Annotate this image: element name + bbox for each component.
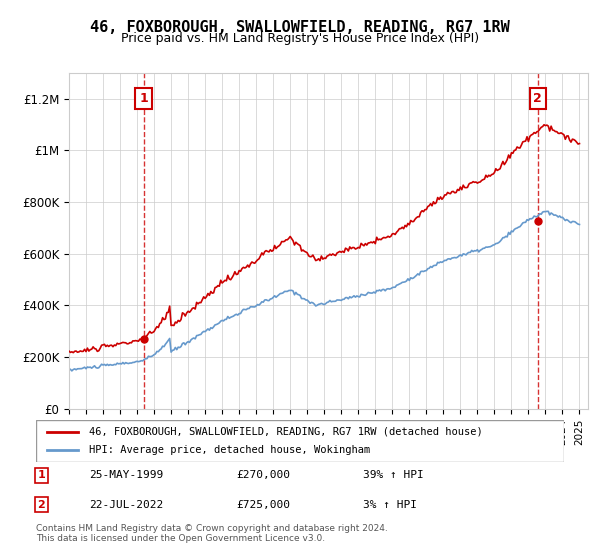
Text: 46, FOXBOROUGH, SWALLOWFIELD, READING, RG7 1RW: 46, FOXBOROUGH, SWALLOWFIELD, READING, R… (90, 20, 510, 35)
Text: Price paid vs. HM Land Registry's House Price Index (HPI): Price paid vs. HM Land Registry's House … (121, 32, 479, 45)
Text: 1: 1 (37, 470, 45, 480)
Text: 2: 2 (533, 92, 542, 105)
Text: 39% ↑ HPI: 39% ↑ HPI (364, 470, 424, 480)
Text: Contains HM Land Registry data © Crown copyright and database right 2024.
This d: Contains HM Land Registry data © Crown c… (36, 524, 388, 543)
Text: 46, FOXBOROUGH, SWALLOWFIELD, READING, RG7 1RW (detached house): 46, FOXBOROUGH, SWALLOWFIELD, READING, R… (89, 427, 482, 437)
Text: £725,000: £725,000 (236, 500, 290, 510)
Text: 2: 2 (37, 500, 45, 510)
Text: 25-MAY-1999: 25-MAY-1999 (89, 470, 163, 480)
Text: 1: 1 (139, 92, 148, 105)
Text: £270,000: £270,000 (236, 470, 290, 480)
FancyBboxPatch shape (36, 420, 564, 462)
Text: 22-JUL-2022: 22-JUL-2022 (89, 500, 163, 510)
Text: HPI: Average price, detached house, Wokingham: HPI: Average price, detached house, Woki… (89, 445, 370, 455)
Text: 3% ↑ HPI: 3% ↑ HPI (364, 500, 418, 510)
